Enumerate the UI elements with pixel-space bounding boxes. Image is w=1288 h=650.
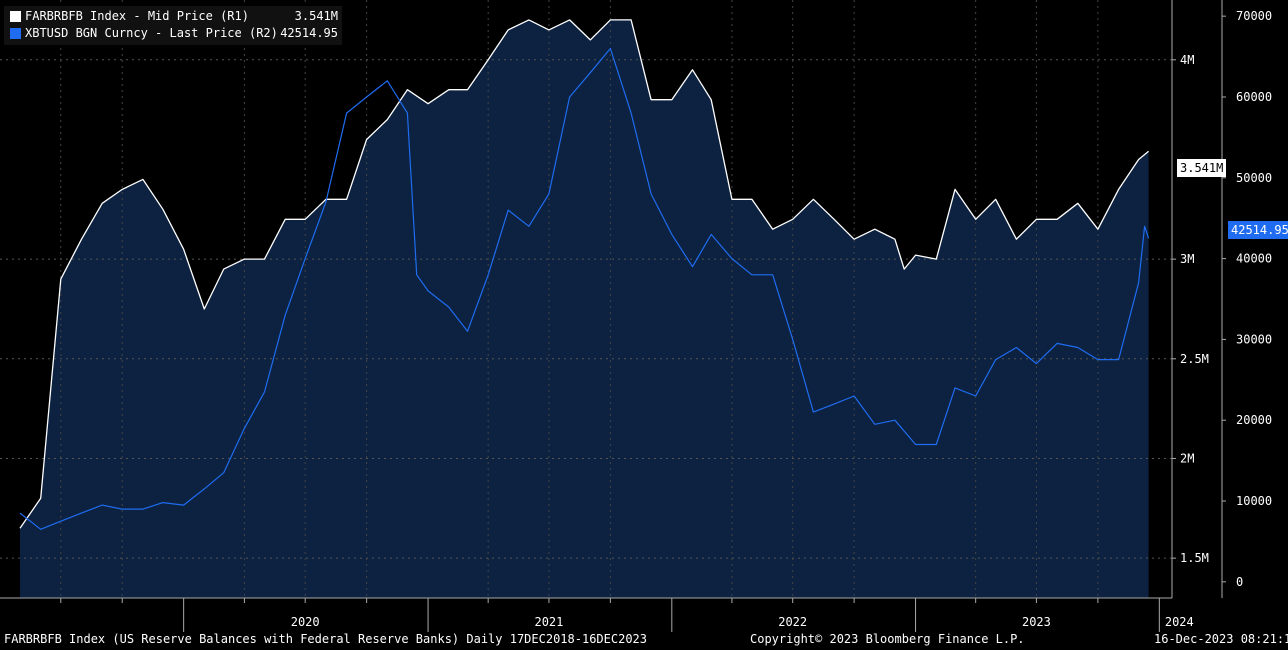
axis-r2-tick-label: 50000 xyxy=(1236,171,1272,185)
axis-r2-tick-label: 30000 xyxy=(1236,332,1272,346)
axis-r2-tick-label: 60000 xyxy=(1236,90,1272,104)
legend-swatch xyxy=(10,28,21,39)
axis-x-tick-label: 2022 xyxy=(778,615,807,629)
axis-r1-tick-label: 4M xyxy=(1180,53,1194,67)
axis-r1-tick-label: 2.5M xyxy=(1180,352,1209,366)
legend-series-value: 3.541M xyxy=(294,9,338,23)
r2-last-price-tag: 42514.95 xyxy=(1228,221,1288,239)
axis-r1-tick-label: 3M xyxy=(1180,252,1194,266)
axis-r2-tick-label: 40000 xyxy=(1236,252,1272,266)
legend-item: XBTUSD BGN Curncy - Last Price (R2) 4251… xyxy=(10,25,338,42)
legend-series-name: XBTUSD BGN Curncy - Last Price (R2) xyxy=(25,26,278,40)
legend-swatch xyxy=(10,11,21,22)
axis-r2-tick-label: 10000 xyxy=(1236,494,1272,508)
axis-r1-tick-label: 2M xyxy=(1180,451,1194,465)
legend: FARBRBFB Index - Mid Price (R1) 3.541M X… xyxy=(4,6,342,45)
series-line-reserve-balances xyxy=(19,19,1150,529)
axis-x-tick-label: 2020 xyxy=(291,615,320,629)
axis-r1-tick-label: 1.5M xyxy=(1180,551,1209,565)
r1-last-price-tag: 3.541M xyxy=(1177,159,1227,177)
footer-timestamp: 16-Dec-2023 08:21:13 xyxy=(1154,632,1288,646)
legend-item: FARBRBFB Index - Mid Price (R1) 3.541M xyxy=(10,8,338,25)
legend-series-value: 42514.95 xyxy=(280,26,338,40)
axis-x-tick-label: 2023 xyxy=(1022,615,1051,629)
series-area xyxy=(20,19,1149,598)
axis-r2-tick-label: 0 xyxy=(1236,575,1243,589)
axis-x-tick-label: 2021 xyxy=(534,615,563,629)
legend-series-name: FARBRBFB Index - Mid Price (R1) xyxy=(25,9,249,23)
footer-copyright: Copyright© 2023 Bloomberg Finance L.P. xyxy=(750,632,1025,646)
axis-x-tick-label: 2024 xyxy=(1165,615,1194,629)
footer-description: FARBRBFB Index (US Reserve Balances with… xyxy=(4,632,647,646)
axis-r2-tick-label: 70000 xyxy=(1236,9,1272,23)
series-line-bitcoin xyxy=(19,47,1150,530)
axis-r2-tick-label: 20000 xyxy=(1236,413,1272,427)
